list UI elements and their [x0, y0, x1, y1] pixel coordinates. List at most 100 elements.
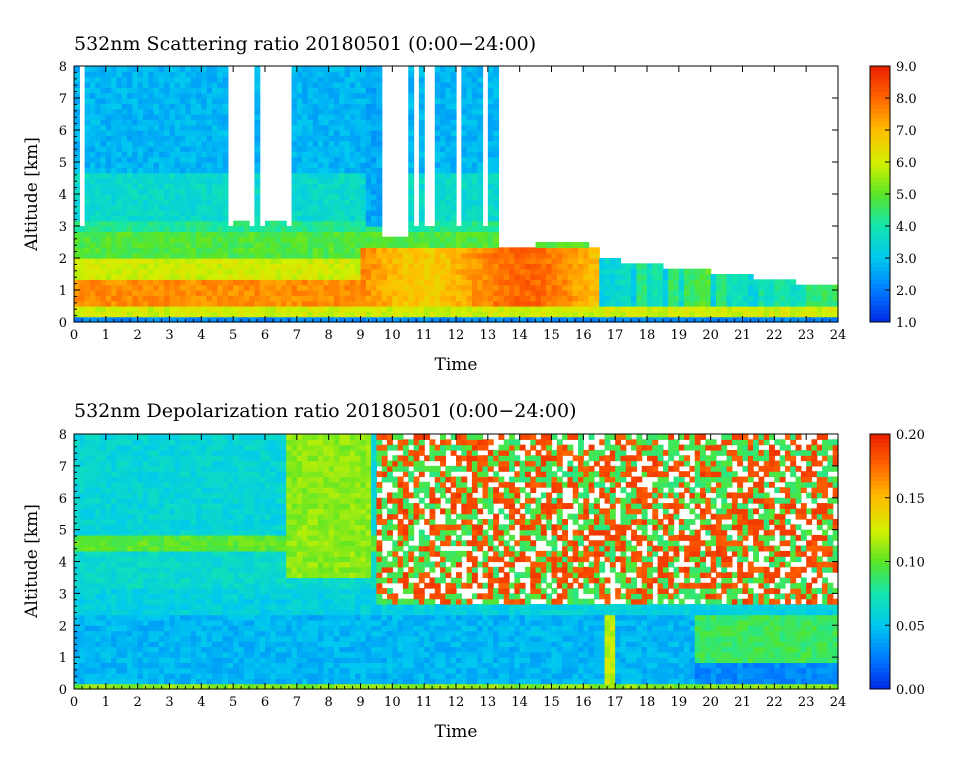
heatmap-cell [142, 167, 149, 174]
heatmap-cell [408, 172, 415, 179]
heatmap-cell [89, 497, 96, 504]
heatmap-cell [440, 220, 446, 227]
heatmap-cell [196, 183, 202, 190]
heatmap-cell [466, 284, 473, 291]
heatmap-cell [312, 130, 319, 136]
heatmap-cell [418, 178, 425, 184]
heatmap-cell [142, 577, 149, 584]
heatmap-cell [323, 284, 330, 291]
heatmap-cell [142, 284, 149, 291]
heatmap-cell [806, 284, 813, 291]
heatmap-cell [482, 252, 489, 259]
heatmap-cell [148, 258, 155, 264]
heatmap-cell [318, 268, 324, 275]
heatmap-cell [450, 316, 457, 323]
heatmap-cell [206, 252, 213, 259]
heatmap-cell [153, 151, 160, 158]
heatmap-cell [116, 508, 123, 515]
heatmap-cell [731, 306, 738, 312]
heatmap-cell [509, 274, 515, 280]
heatmap-cell [217, 140, 224, 147]
heatmap-cell [302, 188, 309, 195]
heatmap-cell [84, 140, 91, 147]
heatmap-cell [328, 156, 335, 163]
heatmap-cell [471, 87, 478, 94]
heatmap-cell [312, 82, 319, 88]
heatmap-cell [100, 156, 107, 163]
heatmap-cell [333, 108, 340, 115]
heatmap-cell [127, 71, 133, 78]
heatmap-cell [196, 103, 202, 110]
heatmap-cell [466, 98, 473, 104]
heatmap-cell [95, 455, 102, 462]
heatmap-cell [328, 263, 335, 270]
heatmap-cell [296, 87, 303, 94]
heatmap-cell [296, 119, 303, 126]
heatmap-cell [429, 300, 436, 307]
heatmap-cell [291, 71, 298, 78]
heatmap-cell [333, 98, 340, 104]
heatmap-cell [275, 279, 282, 286]
heatmap-cell [153, 630, 160, 637]
heatmap-cell [477, 156, 484, 163]
heatmap-cell [121, 76, 128, 83]
heatmap-cell [132, 641, 139, 648]
heatmap-cell [74, 497, 80, 504]
heatmap-cell [84, 172, 91, 179]
heatmap-cell [180, 114, 187, 120]
heatmap-cell [567, 258, 574, 264]
heatmap-cell [540, 242, 547, 248]
heatmap-cell [450, 82, 457, 88]
heatmap-cell [100, 66, 107, 72]
heatmap-cell [142, 279, 149, 286]
heatmap-cell [349, 252, 356, 259]
heatmap-cell [636, 284, 643, 291]
heatmap-cell [323, 242, 330, 248]
heatmap-cell [111, 82, 118, 88]
heatmap-cell [132, 481, 139, 488]
heatmap-cell [355, 199, 362, 206]
heatmap-cell [434, 119, 441, 126]
heatmap-cell [344, 66, 351, 72]
heatmap-cell [180, 231, 187, 238]
heatmap-cell [471, 316, 478, 323]
heatmap-cell [111, 199, 118, 206]
heatmap-cell [291, 130, 298, 136]
heatmap-cell [158, 657, 165, 664]
heatmap-cell [562, 268, 569, 275]
heatmap-cell [148, 662, 155, 669]
heatmap-cell [302, 231, 309, 238]
heatmap-cell [116, 449, 123, 456]
heatmap-cell [540, 290, 547, 296]
heatmap-cell [726, 300, 733, 307]
heatmap-cell [158, 242, 165, 248]
heatmap-cell [376, 172, 383, 179]
heatmap-cell [450, 103, 457, 110]
heatmap-cell [349, 199, 356, 206]
colorbar-segment [870, 95, 890, 101]
heatmap-cell [445, 98, 452, 104]
heatmap-cell [158, 274, 165, 280]
heatmap-cell [127, 210, 133, 216]
heatmap-cell [440, 151, 446, 158]
heatmap-cell [132, 199, 139, 206]
heatmap-cell [312, 183, 319, 190]
heatmap-cell [201, 258, 208, 264]
heatmap-cell [583, 306, 590, 312]
heatmap-cell [535, 284, 542, 291]
heatmap-cell [434, 252, 441, 259]
heatmap-cell [95, 71, 102, 78]
heatmap-cell [105, 130, 112, 136]
heatmap-cell [445, 124, 452, 131]
heatmap-cell [222, 274, 229, 280]
heatmap-cell [265, 263, 271, 270]
heatmap-cell [100, 236, 107, 243]
heatmap-cell [164, 641, 171, 648]
heatmap-cell [127, 481, 133, 488]
heatmap-cell [307, 247, 314, 254]
heatmap-cell [376, 284, 383, 291]
heatmap-cell [95, 108, 102, 115]
heatmap-cell [657, 311, 664, 318]
heatmap-cell [249, 290, 255, 296]
heatmap-cell [376, 114, 383, 120]
